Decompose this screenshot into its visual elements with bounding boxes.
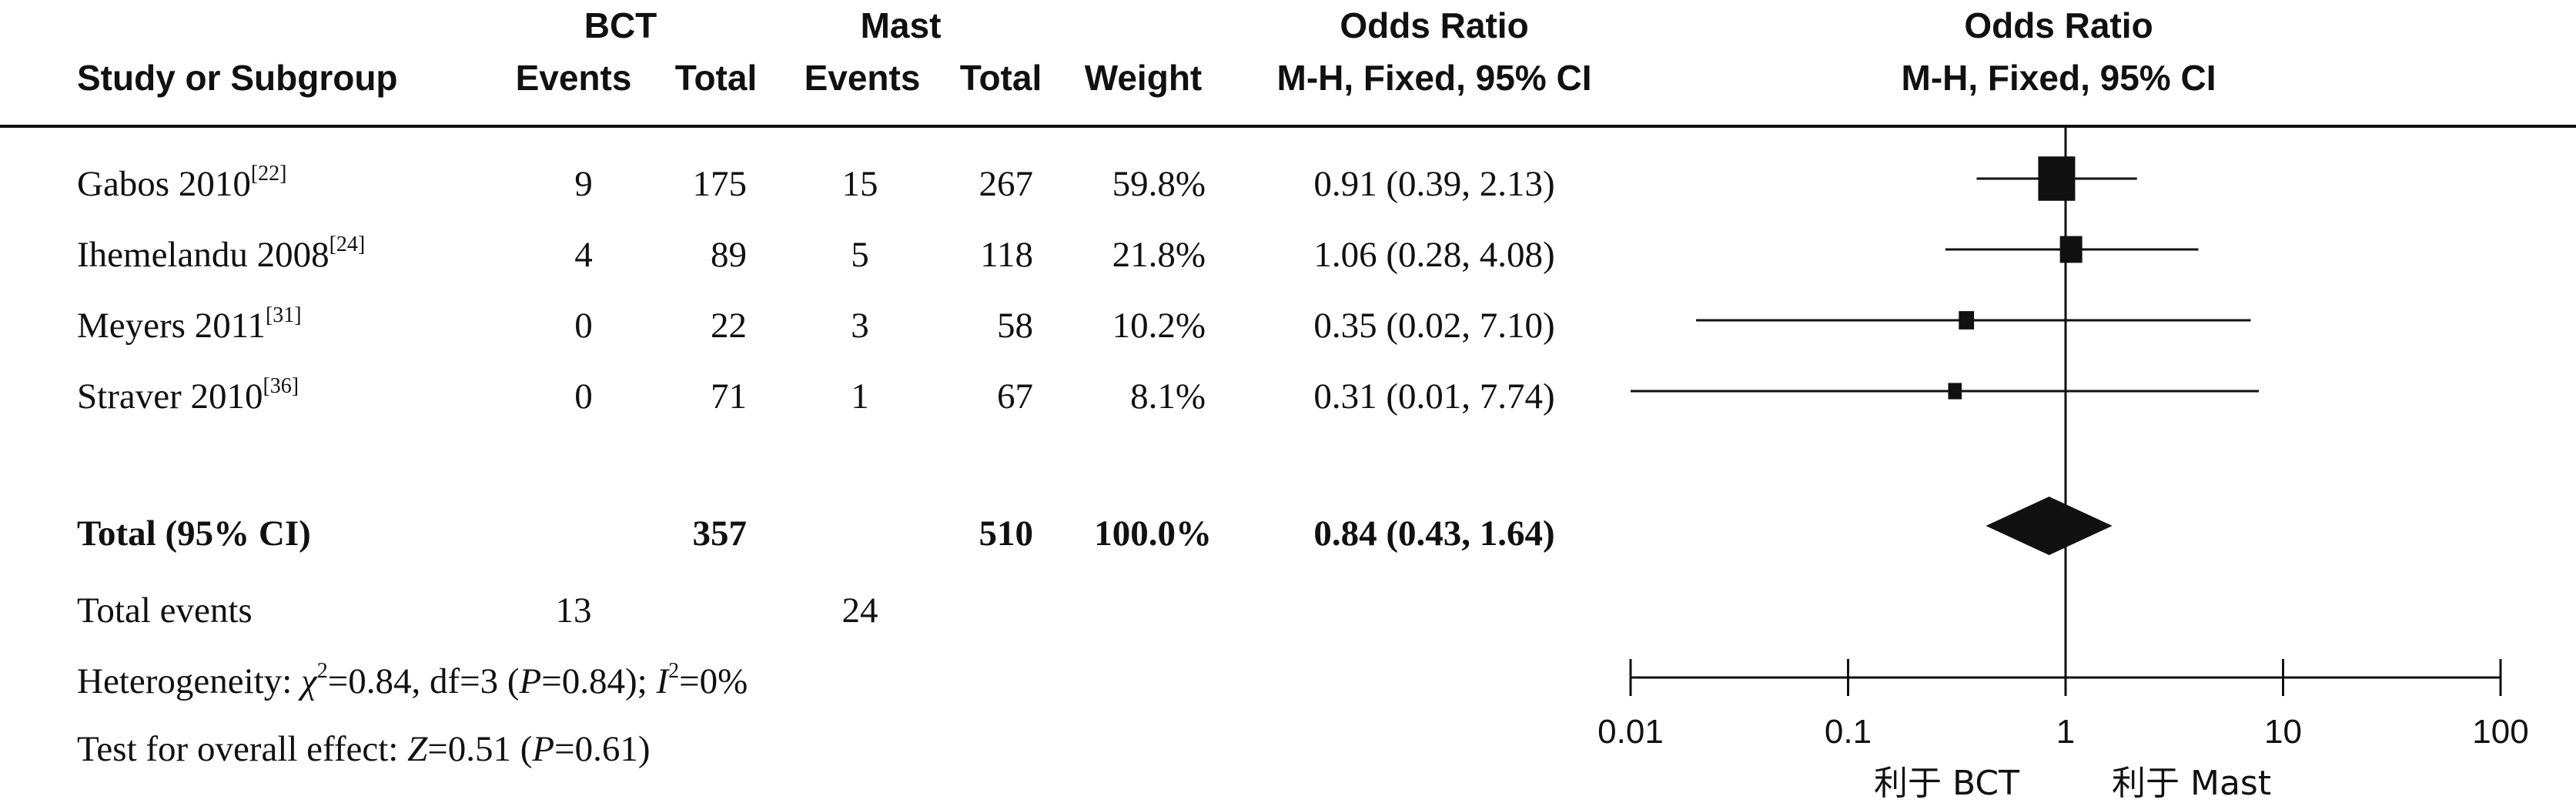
overall-effect-text: Test for overall effect: Z=0.51 (P=0.61) [77,729,651,769]
study-name: Straver 2010[36] [77,374,299,417]
x-tick-label: 1 [2056,713,2075,751]
mast-events: 15 [841,164,878,204]
total-header-mast: Total [959,58,1042,98]
group1-header: BCT [584,5,657,45]
bct-events: 0 [574,376,593,417]
mast-total: 118 [980,235,1033,275]
weight-value: 21.8% [1112,235,1206,275]
group2-header: Mast [860,5,942,45]
bct-total: 175 [692,164,748,204]
mast-events: 5 [851,235,869,275]
bct-events: 0 [574,306,593,346]
bct-total: 22 [711,306,747,346]
favours-right-label: 利于 Mast [2112,764,2271,803]
bct-total: 71 [711,376,747,417]
mast-total: 58 [997,306,1033,346]
favours-left-label: 利于 BCT [1874,764,2019,803]
weight-square [1959,311,1975,330]
events-header-bct: Events [515,58,632,98]
ci-value: 0.35 (0.02, 7.10) [1313,306,1555,346]
heterogeneity-text: Heterogeneity: χ2=0.84, df=3 (P=0.84); I… [77,659,748,701]
mast-total: 67 [997,376,1033,417]
bct-events: 4 [574,235,593,275]
x-tick-label: 10 [2264,713,2302,751]
total-header-bct: Total [674,58,758,98]
weight-value: 10.2% [1112,306,1206,346]
total-ci: 0.84 (0.43, 1.64) [1313,514,1555,554]
or-method-right: M-H, Fixed, 95% CI [1901,58,2216,98]
x-tick-label: 0.1 [1825,713,1872,751]
or-title-right: Odds Ratio [1964,5,2153,45]
pooled-diamond [1986,497,2113,555]
weight-square [1948,383,1962,400]
bct-events: 9 [574,164,593,204]
x-tick-label: 0.01 [1597,713,1664,751]
study-name: Ihemelandu 2008[24] [77,233,366,275]
mast-total-sum: 510 [979,514,1034,554]
weight-square [2038,156,2076,201]
total-events-label: Total events [77,591,253,631]
total-weight: 100.0% [1094,514,1212,554]
total-events-bct: 13 [555,591,592,631]
mast-total: 267 [979,164,1034,204]
study-name: Meyers 2011[31] [77,303,302,346]
ci-value: 0.91 (0.39, 2.13) [1313,164,1555,204]
total-events-mast: 24 [841,591,878,631]
header-rule [0,125,2576,128]
or-method-left: M-H, Fixed, 95% CI [1276,58,1592,98]
study-column-header: Study or Subgroup [77,58,398,98]
weight-square [2059,236,2083,263]
total-label: Total (95% CI) [77,514,311,554]
weight-value: 8.1% [1130,376,1206,417]
ci-value: 1.06 (0.28, 4.08) [1313,235,1555,275]
mast-events: 1 [851,376,869,417]
or-title-left: Odds Ratio [1340,5,1529,45]
study-name: Gabos 2010[22] [77,162,287,204]
bct-total-sum: 357 [692,514,748,554]
x-tick-label: 100 [2472,713,2528,751]
weight-header: Weight [1084,58,1203,98]
events-header-mast: Events [804,58,921,98]
weight-value: 59.8% [1112,164,1206,204]
bct-total: 89 [711,235,747,275]
mast-events: 3 [851,306,869,346]
ci-value: 0.31 (0.01, 7.74) [1313,376,1555,417]
